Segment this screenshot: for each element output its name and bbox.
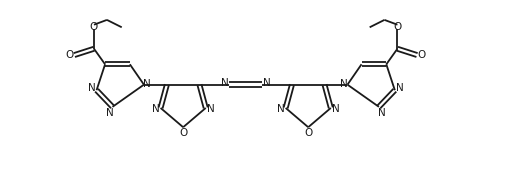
- Text: O: O: [394, 22, 402, 32]
- Text: O: O: [304, 129, 313, 139]
- Text: N: N: [221, 78, 229, 88]
- Text: N: N: [332, 104, 340, 115]
- Text: N: N: [378, 108, 386, 118]
- Text: N: N: [263, 78, 271, 88]
- Text: O: O: [66, 50, 73, 60]
- Text: O: O: [179, 129, 187, 139]
- Text: O: O: [90, 22, 98, 32]
- Text: N: N: [277, 104, 285, 115]
- Text: N: N: [143, 79, 151, 89]
- Text: O: O: [418, 50, 426, 60]
- Text: N: N: [88, 83, 96, 93]
- Text: N: N: [207, 104, 215, 115]
- Text: N: N: [396, 83, 403, 93]
- Text: N: N: [340, 79, 348, 89]
- Text: N: N: [152, 104, 159, 115]
- Text: N: N: [106, 108, 114, 118]
